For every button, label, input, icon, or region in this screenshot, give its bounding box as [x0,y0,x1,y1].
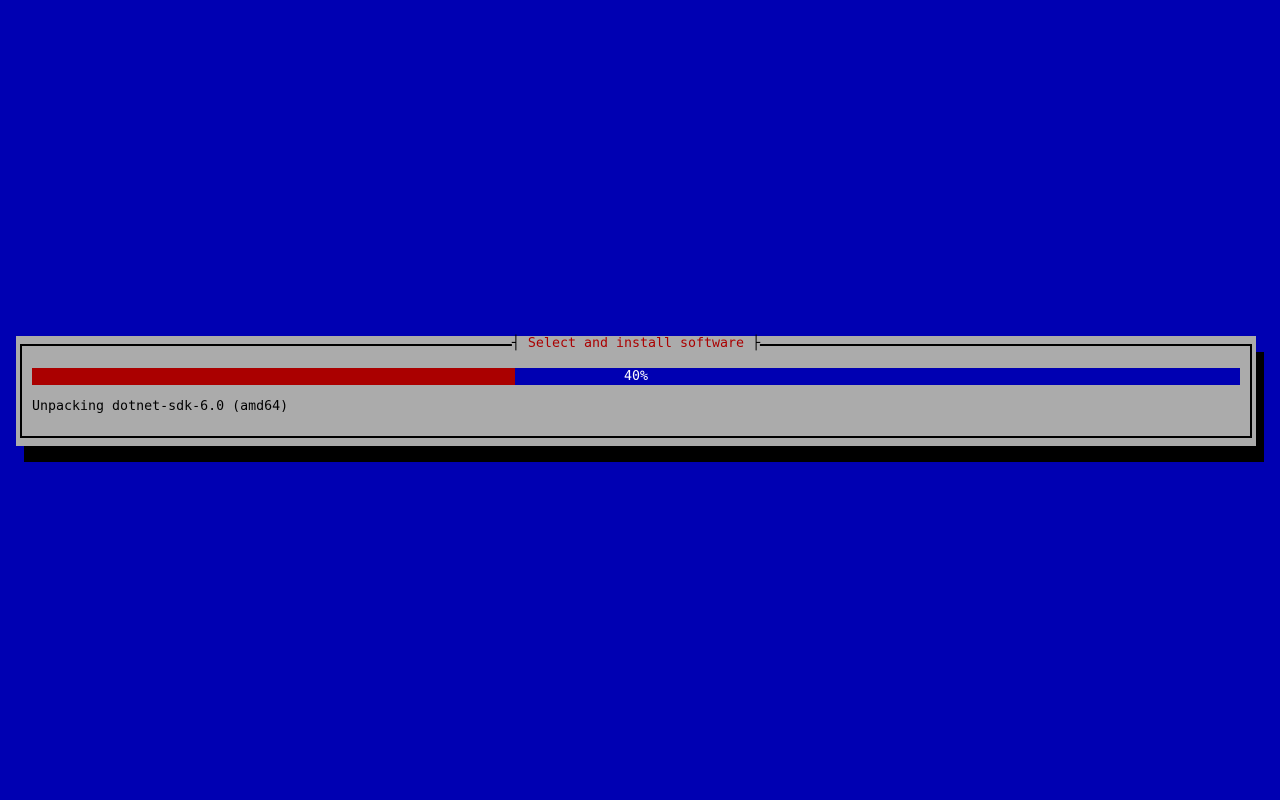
progress-fill [32,368,516,385]
progress-bar: 40% [32,368,1240,385]
title-right-tick: ├ [752,336,761,351]
status-text: Unpacking dotnet-sdk-6.0 (amd64) [32,399,289,414]
install-progress-dialog: ┤ Select and install software ├ 40% Unpack… [16,336,1256,446]
dialog-title: ┤ Select and install software ├ [511,336,761,352]
dialog-title-text: Select and install software [527,336,745,351]
progress-percent-label: 40% [623,369,649,384]
title-left-tick: ┤ [511,336,520,351]
dialog-frame [20,344,1252,438]
